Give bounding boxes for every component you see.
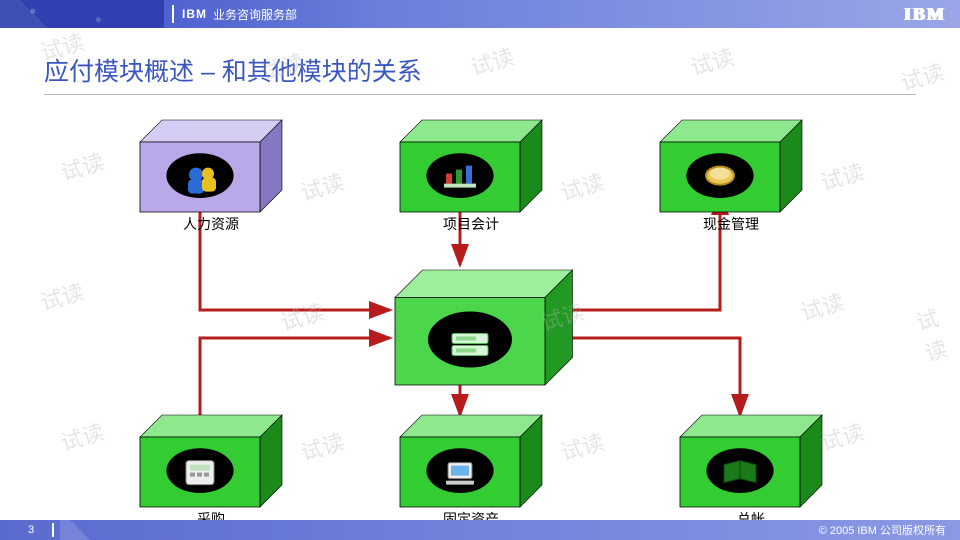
footer-divider [52, 523, 54, 537]
header-divider [172, 5, 174, 23]
edge-po-hub [200, 338, 390, 418]
node-hr [140, 120, 282, 212]
header-brand: IBM [182, 7, 207, 21]
ibm-logo: IBM [904, 4, 946, 25]
node-hub [395, 270, 573, 385]
node-cash [660, 120, 802, 212]
node-label-pa: 项目会计 [443, 214, 499, 234]
header-decoration [0, 0, 164, 28]
copyright: © 2005 IBM 公司版权所有 [819, 522, 946, 538]
node-gl [680, 415, 822, 507]
page-number: 3 [28, 524, 34, 536]
node-pa [400, 120, 542, 212]
diagram-canvas: 人力资源项目会计现金管理采购固定资产总帐 [0, 90, 960, 510]
node-label-cash: 现金管理 [703, 214, 759, 234]
node-label-hr: 人力资源 [183, 214, 239, 234]
node-fa [400, 415, 542, 507]
footer-bar: 3 © 2005 IBM 公司版权所有 [0, 520, 960, 540]
footer-decoration [60, 520, 160, 540]
node-po [140, 415, 282, 507]
header-subtitle: 业务咨询服务部 [213, 6, 297, 23]
page-title: 应付模块概述 – 和其他模块的关系 [44, 52, 916, 88]
header-bar: IBM 业务咨询服务部 IBM [0, 0, 960, 28]
